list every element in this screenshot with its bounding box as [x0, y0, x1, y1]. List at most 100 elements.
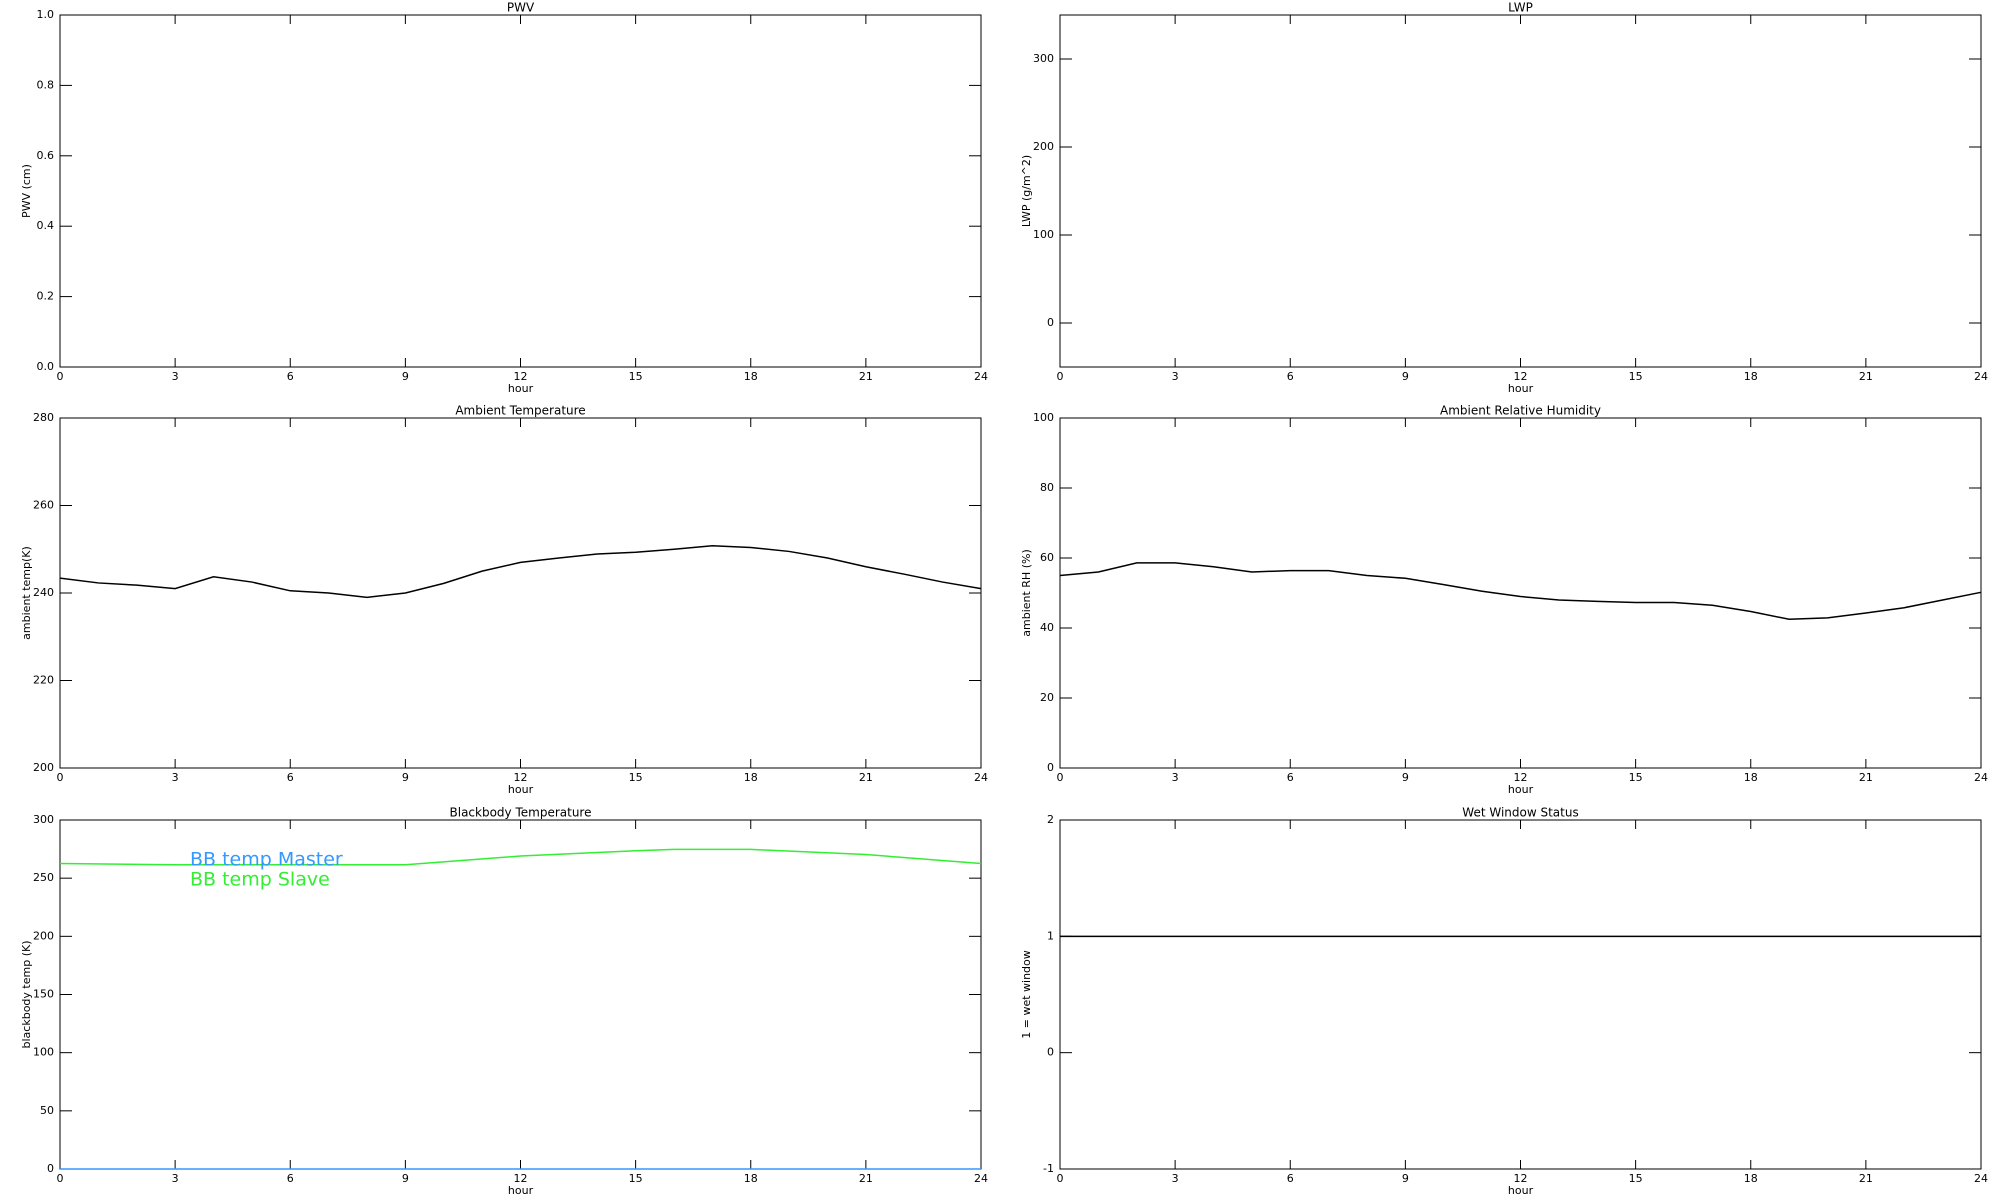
data-line [1059, 562, 1982, 621]
x-tick-label: 24 [974, 1172, 988, 1185]
y-tick-label: 200 [33, 761, 54, 774]
y-tick-label: 1 [1047, 929, 1054, 942]
y-tick-label: 20 [1040, 691, 1054, 704]
legend-entry: BB temp Slave [190, 869, 330, 891]
x-tick-label: 21 [859, 1172, 873, 1185]
x-axis-label: hour [508, 1184, 534, 1197]
x-axis-label: hour [508, 382, 534, 395]
y-tick-label: 200 [33, 929, 54, 942]
x-tick-label: 24 [1974, 370, 1988, 383]
y-tick-label: 40 [1040, 621, 1054, 634]
x-tick-label: 18 [1744, 1172, 1758, 1185]
x-tick-label: 12 [1514, 1172, 1528, 1185]
x-tick-label: 18 [1744, 370, 1758, 383]
y-tick-label: 100 [1033, 228, 1054, 241]
x-tick-label: 0 [57, 771, 64, 784]
y-tick-label: 240 [33, 586, 54, 599]
y-tick-label: 300 [1033, 52, 1054, 65]
y-tick-label: 0 [1047, 316, 1054, 329]
y-tick-label: 300 [33, 813, 54, 826]
y-tick-label: 0.4 [37, 219, 55, 232]
x-tick-label: 21 [859, 771, 873, 784]
y-tick-label: 100 [33, 1046, 54, 1059]
x-tick-label: 0 [57, 1172, 64, 1185]
y-tick-label: 0.6 [37, 149, 55, 162]
x-tick-label: 15 [629, 1172, 643, 1185]
x-tick-label: 3 [1172, 370, 1179, 383]
x-tick-label: 9 [1402, 1172, 1409, 1185]
y-axis-label: 1 = wet window [1020, 950, 1033, 1039]
plot-frame [59, 14, 982, 368]
y-tick-label: 260 [33, 499, 54, 512]
x-tick-label: 6 [1287, 370, 1294, 383]
x-axis-label: hour [1508, 783, 1534, 796]
y-tick-label: -1 [1043, 1162, 1054, 1175]
y-tick-label: 2 [1047, 813, 1054, 826]
x-tick-label: 15 [1629, 1172, 1643, 1185]
x-axis-label: hour [1508, 382, 1534, 395]
x-tick-label: 12 [514, 771, 528, 784]
x-tick-label: 3 [1172, 771, 1179, 784]
y-tick-label: 50 [40, 1104, 54, 1117]
x-tick-label: 24 [974, 370, 988, 383]
x-tick-label: 21 [1859, 370, 1873, 383]
data-line [59, 544, 982, 599]
plot-frame [1059, 417, 1982, 769]
y-tick-label: 80 [1040, 481, 1054, 494]
plot-frame [1059, 819, 1982, 1170]
y-tick-label: 0 [1047, 761, 1054, 774]
chart-title: Wet Window Status [1462, 806, 1578, 820]
x-tick-label: 24 [1974, 771, 1988, 784]
x-tick-label: 0 [57, 370, 64, 383]
x-tick-label: 15 [629, 370, 643, 383]
x-tick-label: 15 [1629, 370, 1643, 383]
x-tick-label: 6 [287, 771, 294, 784]
x-tick-label: 9 [402, 1172, 409, 1185]
y-axis-label: PWV (cm) [20, 164, 33, 218]
y-tick-label: 0 [1047, 1046, 1054, 1059]
x-tick-label: 18 [744, 370, 758, 383]
x-tick-label: 9 [1402, 771, 1409, 784]
y-tick-label: 200 [1033, 140, 1054, 153]
x-tick-label: 12 [514, 370, 528, 383]
x-tick-label: 3 [1172, 1172, 1179, 1185]
x-tick-label: 21 [1859, 771, 1873, 784]
x-tick-label: 0 [1057, 370, 1064, 383]
x-tick-label: 6 [1287, 771, 1294, 784]
x-tick-label: 9 [402, 370, 409, 383]
x-tick-label: 18 [744, 1172, 758, 1185]
y-tick-label: 250 [33, 871, 54, 884]
x-tick-label: 21 [1859, 1172, 1873, 1185]
x-tick-label: 12 [1514, 370, 1528, 383]
y-tick-label: 0 [47, 1162, 54, 1175]
chart-title: Blackbody Temperature [450, 806, 592, 820]
y-tick-label: 150 [33, 988, 54, 1001]
x-tick-label: 18 [744, 771, 758, 784]
x-tick-label: 9 [1402, 370, 1409, 383]
x-tick-label: 3 [172, 370, 179, 383]
x-tick-label: 15 [1629, 771, 1643, 784]
x-axis-label: hour [508, 783, 534, 796]
x-tick-label: 18 [1744, 771, 1758, 784]
x-tick-label: 9 [402, 771, 409, 784]
x-tick-label: 6 [287, 1172, 294, 1185]
x-tick-label: 24 [1974, 1172, 1988, 1185]
legend-entry: BB temp Master [190, 849, 343, 871]
y-tick-label: 1.0 [37, 8, 55, 21]
x-axis-label: hour [1508, 1184, 1534, 1197]
plot-frame [59, 417, 982, 769]
data-line [59, 848, 982, 866]
plot-frame [1059, 14, 1982, 368]
y-tick-label: 220 [33, 674, 54, 687]
y-tick-label: 0.0 [37, 360, 55, 373]
y-tick-label: 100 [1033, 411, 1054, 424]
y-axis-label: LWP (g/m^2) [1020, 155, 1033, 227]
y-tick-label: 0.2 [37, 290, 55, 303]
x-tick-label: 0 [1057, 771, 1064, 784]
x-tick-label: 3 [172, 771, 179, 784]
x-tick-label: 12 [1514, 771, 1528, 784]
x-tick-label: 0 [1057, 1172, 1064, 1185]
y-tick-label: 60 [1040, 551, 1054, 564]
chart-title: Ambient Temperature [455, 404, 585, 418]
